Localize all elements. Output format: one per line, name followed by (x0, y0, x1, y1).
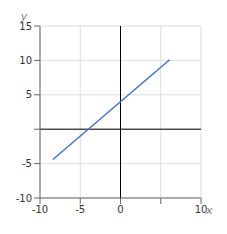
svg-text:10: 10 (194, 204, 208, 216)
svg-text:5: 5 (26, 89, 32, 100)
svg-text:0: 0 (117, 204, 123, 215)
svg-text:-5: -5 (75, 204, 85, 215)
svg-text:-10: -10 (32, 204, 48, 215)
svg-text:15: 15 (19, 20, 32, 32)
svg-text:x: x (205, 204, 213, 217)
svg-text:10: 10 (19, 55, 32, 66)
svg-text:-5: -5 (22, 158, 32, 169)
svg-text:-10: -10 (16, 193, 32, 204)
svg-text:y: y (20, 10, 28, 23)
